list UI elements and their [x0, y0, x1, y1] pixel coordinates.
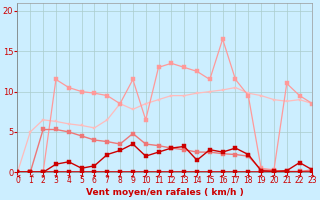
X-axis label: Vent moyen/en rafales ( km/h ): Vent moyen/en rafales ( km/h )	[86, 188, 244, 197]
